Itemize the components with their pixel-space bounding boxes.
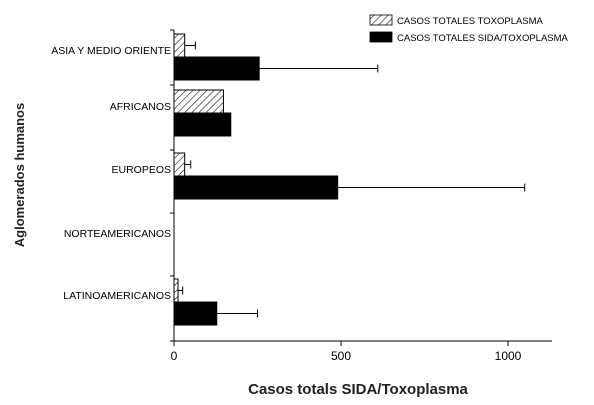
category-label-africanos: AFRICANOS: [110, 101, 171, 113]
x-tick-label-1000: 1000: [495, 349, 522, 363]
category-label-norteamericanos: NORTEAMERICANOS: [64, 228, 171, 240]
category-labels: ASIA Y MEDIO ORIENTE AFRICANOS EUROPEOS NOR…: [51, 45, 171, 302]
bar-sida-toxoplasma-europeos: [173, 175, 339, 200]
category-label-latinoamericanos: LATINOAMERICANOS: [63, 290, 171, 302]
bar-toxoplasma-asia-medio-oriente: [173, 33, 186, 58]
x-axis-title: Casos totals SIDA/Toxoplasma: [248, 381, 468, 398]
x-tick-label-500: 500: [331, 349, 351, 363]
legend-label-toxoplasma: CASOS TOTALES TOXOPLASMA: [397, 16, 544, 27]
bar-toxoplasma-latinoamericanos: [173, 278, 179, 303]
error-bars-group: [178, 41, 526, 318]
y-axis-title: Aglomerados humanos: [12, 103, 27, 247]
category-label-europeos: EUROPEOS: [111, 164, 171, 176]
x-tick-label-0: 0: [171, 349, 178, 363]
y-ticks: [170, 29, 174, 342]
bar-toxoplasma-europeos: [173, 152, 186, 177]
legend: CASOS TOTALES TOXOPLASMA CASOS TOTALES S…: [369, 14, 569, 44]
bar-sida-toxoplasma-africanos: [173, 112, 232, 137]
legend-swatch-sida-toxoplasma: [369, 31, 393, 43]
x-ticks: 0 500 1000: [171, 341, 522, 363]
bar-sida-toxoplasma-latinoamericanos: [173, 301, 218, 326]
bar-sida-toxoplasma-asia-medio-oriente: [173, 56, 260, 81]
bar-toxoplasma-africanos: [173, 89, 224, 114]
category-label-asia-medio-oriente: ASIA Y MEDIO ORIENTE: [51, 45, 171, 57]
legend-swatch-toxoplasma: [369, 14, 393, 26]
bars-group: [173, 33, 339, 326]
legend-label-sida-toxoplasma: CASOS TOTALES SIDA/TOXOPLASMA: [397, 33, 569, 44]
